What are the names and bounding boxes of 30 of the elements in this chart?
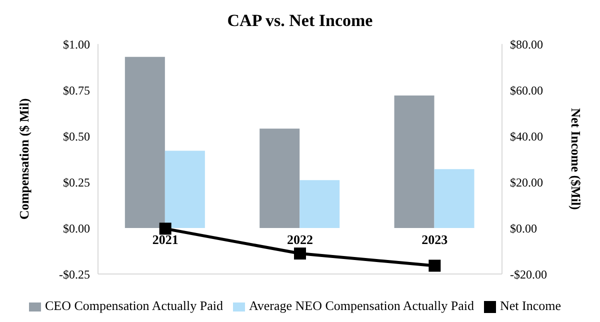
- legend-label: Average NEO Compensation Actually Paid: [248, 298, 474, 313]
- y2-tick-label: $80.00: [510, 37, 543, 52]
- y-axis-title: Compensation ($ Mil): [16, 98, 32, 220]
- point: [428, 260, 441, 272]
- y-tick-label: $0.75: [63, 83, 90, 98]
- point: [159, 222, 172, 235]
- y2-tick-label: $0.00: [510, 221, 537, 236]
- y-tick-label: $0.50: [63, 129, 90, 144]
- y-tick-label: $0.00: [63, 221, 90, 236]
- point: [294, 248, 306, 260]
- y2-tick-label: $20.00: [510, 175, 543, 190]
- bar: [434, 169, 474, 228]
- x-tick-label: 2023: [422, 232, 448, 247]
- legend-label: Net Income: [500, 298, 562, 313]
- x-tick-label: 2021: [152, 232, 178, 247]
- y-tick-label: $0.25: [63, 175, 90, 190]
- x-tick-label: 2022: [287, 232, 313, 247]
- y2-axis-title: Net Income ($Mil): [568, 108, 584, 210]
- legend-label: CEO Compensation Actually Paid: [44, 298, 223, 313]
- y-tick-label: $1.00: [63, 37, 90, 52]
- bar: [260, 128, 300, 228]
- bar: [124, 56, 165, 228]
- bar: [394, 96, 434, 228]
- y2-tick-label: -$20.00: [510, 267, 547, 282]
- chart-title: CAP vs. Net Income: [226, 10, 374, 32]
- bar: [164, 150, 205, 228]
- bar: [300, 180, 340, 228]
- y2-tick-label: $40.00: [510, 129, 543, 144]
- y2-tick-label: $60.00: [510, 83, 543, 98]
- y-tick-label: -$0.25: [59, 267, 90, 282]
